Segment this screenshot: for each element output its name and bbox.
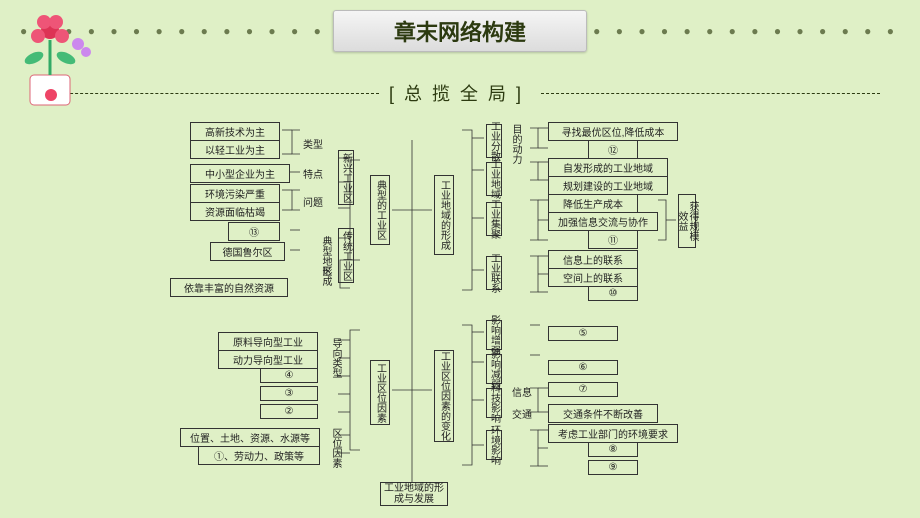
leaf: 资源面临枯竭 (190, 202, 280, 221)
page-title: 章末网络构建 (333, 10, 587, 52)
root-node: 工业地域的形成与发展 (380, 482, 448, 506)
k-region: 工业地域 (486, 162, 502, 196)
leaf-7: ⑦ (548, 382, 618, 397)
k-tech: 科技影响 (486, 388, 502, 418)
hub-factor-change: 工业区位因素的变化 (434, 350, 454, 442)
leaf-ruhr: 德国鲁尔区 (210, 242, 285, 261)
leaf: 规划建设的工业地域 (548, 176, 668, 195)
leaf: 信息上的联系 (548, 250, 638, 269)
k-disperse: 工业分散 (486, 124, 502, 158)
node-emerging: 新兴工业区 (338, 150, 354, 205)
leaf-circled-13: ⑬ (228, 222, 280, 241)
k-weaker: 影响减弱 (486, 354, 502, 384)
sub-purpose: 目的动力 (508, 124, 523, 164)
leaf: 位置、土地、资源、水源等 (180, 428, 320, 447)
k-stronger: 影响增强 (486, 320, 502, 350)
leaf-9: ⑨ (588, 460, 638, 475)
sub-info: 信息 (512, 384, 532, 399)
leaf-6: ⑥ (548, 360, 618, 375)
flower-decoration (0, 0, 100, 110)
leaf: 降低生产成本 (548, 194, 638, 213)
k-env: 环境影响 (486, 430, 502, 460)
leaf: 考虑工业部门的环境要求 (548, 424, 678, 443)
leaf-4: ④ (260, 368, 318, 383)
tag-formation: 形成 (318, 266, 333, 286)
mind-map: 工业地域的形成与发展 典型的工业区 新兴工业区 传统工业区 类型 高新技术为主 … (0, 110, 920, 510)
leaf-10: ⑩ (588, 286, 638, 301)
leaf: ①、劳动力、政策等 (198, 446, 320, 465)
leaf-3: ③ (260, 386, 318, 401)
sub-traffic: 交通 (512, 406, 532, 421)
leaf: 中小型企业为主 (190, 164, 290, 183)
k-link: 工业联系 (486, 256, 502, 290)
leaf: 寻找最优区位,降低成本 (548, 122, 678, 141)
title-band: ● ● ● ● ● ● ● ● ● ● ● ● ● ● ● ● ● ● ● ● … (0, 10, 920, 50)
leaf: 交通条件不断改善 (548, 404, 658, 423)
leaf: 以轻工业为主 (190, 140, 280, 159)
leaf: 动力导向型工业 (218, 350, 318, 369)
leaf: 环境污染严重 (190, 184, 280, 203)
leaf: 高新技术为主 (190, 122, 280, 141)
tag-problem: 问题 (303, 194, 323, 209)
leaf-8: ⑧ (588, 442, 638, 457)
dash-right (541, 93, 880, 94)
leaf-resource: 依靠丰富的自然资源 (170, 278, 288, 297)
leaf-12: ⑫ (588, 140, 638, 159)
node-traditional: 传统工业区 (338, 228, 354, 283)
hub-region-form: 工业地域的形成 (434, 175, 454, 255)
leaf: 空间上的联系 (548, 268, 638, 287)
subtitle: [总揽全局] (389, 80, 531, 106)
tag-feature: 特点 (303, 166, 323, 181)
connectors (0, 110, 920, 510)
k-cluster: 工业集聚 (486, 202, 502, 236)
leaf-5: ⑤ (548, 326, 618, 341)
tag-type: 类型 (303, 136, 323, 151)
leaf: 自发形成的工业地域 (548, 158, 668, 177)
leaf-2: ② (260, 404, 318, 419)
leaf: 原料导向型工业 (218, 332, 318, 351)
subtitle-row: [总揽全局] (40, 80, 880, 106)
side-scale: 获得规模效益 (678, 194, 696, 248)
leaf-11: ⑪ (588, 230, 638, 249)
hub-typical-zones: 典型的工业区 (370, 175, 390, 245)
tag-location: 区位因素 (328, 428, 343, 468)
tag-orientation: 导向类型 (328, 338, 343, 378)
leaf: 加强信息交流与协作 (548, 212, 658, 231)
hub-factors: 工业区位因素 (370, 360, 390, 425)
